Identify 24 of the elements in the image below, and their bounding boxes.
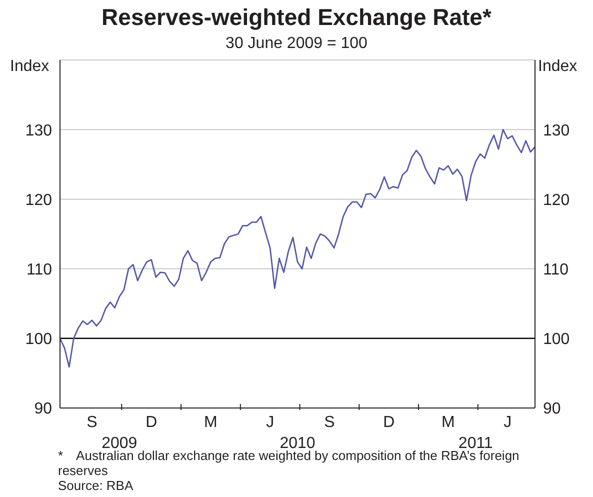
- x-tick-label: S: [86, 414, 98, 431]
- y2-tick-label: 90: [543, 400, 561, 418]
- x-tick-label: J: [266, 414, 274, 431]
- y-tick-label: 100: [25, 331, 52, 348]
- x-tick-label: J: [504, 414, 512, 431]
- y2-tick-label: 110: [543, 261, 569, 278]
- source-note: Source: RBA: [58, 478, 134, 493]
- y-tick-label: 130: [25, 122, 52, 140]
- y2-axis-title: Index: [538, 58, 578, 76]
- y2-tick-label: 120: [543, 192, 570, 209]
- y-axis-title: Index: [10, 58, 50, 76]
- y-tick-label: 110: [26, 261, 52, 278]
- y2-tick-label: 130: [543, 122, 570, 140]
- chart-subtitle: 30 June 2009 = 100: [224, 35, 368, 53]
- chart-title: Reserves-weighted Exchange Rate*: [100, 4, 492, 31]
- line-series: [60, 128, 535, 368]
- y-tick-label: 90: [34, 400, 52, 418]
- y-tick-label: 120: [25, 192, 52, 209]
- x-tick-label: D: [383, 414, 395, 431]
- x-tick-label: S: [324, 414, 335, 431]
- x-tick-label: M: [442, 414, 455, 431]
- y2-tick-label: 100: [543, 331, 570, 348]
- x-tick-label: M: [204, 414, 218, 431]
- x-tick-label: D: [146, 414, 158, 431]
